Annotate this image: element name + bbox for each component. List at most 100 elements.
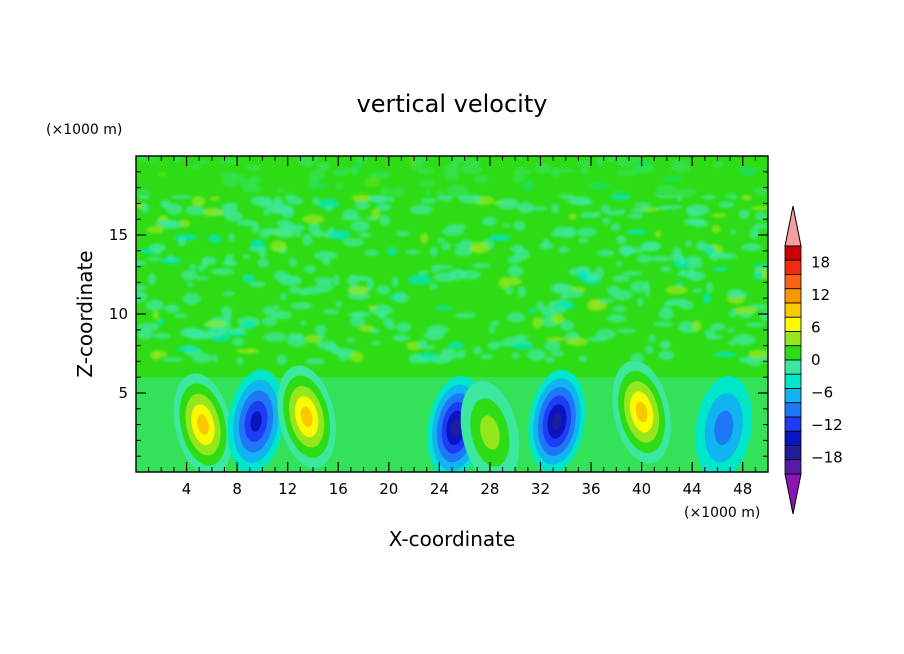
turbulence-patch: [692, 288, 703, 293]
convective-cell: [528, 369, 586, 472]
colorbar-tick-label: 18: [811, 253, 830, 271]
turbulence-patch: [173, 313, 189, 318]
turbulence-patch: [685, 204, 710, 216]
turbulence-patch: [643, 281, 650, 290]
turbulence-patch: [740, 243, 763, 252]
turbulence-patch: [430, 264, 441, 273]
turbulence-patch: [748, 349, 768, 359]
turbulence-patch: [487, 341, 500, 350]
turbulence-patch: [189, 263, 197, 271]
turbulence-patch: [727, 288, 744, 299]
turbulence-patch: [607, 314, 626, 323]
turbulence-patch: [538, 242, 554, 250]
x-axis-unit: (×1000 m): [684, 505, 760, 521]
turbulence-patch: [146, 257, 163, 262]
turbulence-patch: [730, 229, 737, 235]
colorbar-swatch: [784, 245, 802, 261]
y-axis-unit: (×1000 m): [46, 122, 122, 138]
turbulence-patch: [316, 340, 337, 350]
turbulence-patch: [610, 223, 621, 232]
turbulence-patch: [550, 350, 564, 357]
turbulence-patch: [683, 218, 706, 226]
colorbar-swatch: [784, 259, 802, 275]
turbulence-patch: [147, 273, 157, 285]
x-tick-label: 44: [683, 480, 702, 498]
turbulence-patch: [658, 350, 675, 361]
turbulence-patch: [288, 286, 303, 294]
turbulence-patch: [454, 312, 477, 319]
turbulence-patch: [302, 234, 313, 246]
x-tick-label: 20: [379, 480, 398, 498]
turbulence-patch: [368, 305, 378, 310]
turbulence-patch: [502, 277, 522, 286]
turbulence-patch: [490, 320, 501, 326]
colorbar-swatch: [784, 274, 802, 290]
x-axis-label: X-coordinate: [389, 527, 516, 551]
turbulence-patch: [644, 345, 654, 355]
turbulence-patch: [430, 246, 438, 257]
turbulence-patch: [505, 286, 513, 295]
turbulence-patch: [250, 196, 273, 206]
contour-level: [552, 412, 562, 431]
colorbar-tick-label: −6: [811, 384, 833, 402]
turbulence-patch: [706, 281, 714, 294]
turbulence-patch: [622, 270, 643, 276]
turbulence-patch: [136, 285, 148, 290]
y-tick-label: 5: [118, 384, 128, 402]
turbulence-patch: [446, 224, 467, 231]
x-tick-label: 12: [278, 480, 297, 498]
turbulence-patch: [665, 285, 688, 295]
y-tick-label: 10: [109, 305, 128, 323]
turbulence-patch: [229, 328, 237, 334]
turbulence-patch: [676, 270, 698, 278]
turbulence-patch: [473, 346, 482, 355]
turbulence-patch: [544, 341, 561, 352]
turbulence-patch: [377, 310, 387, 320]
turbulence-patch: [387, 246, 397, 256]
colorbar-swatch: [784, 359, 802, 375]
colorbar: 18 12 6 0 −6 −12 −18: [784, 205, 843, 515]
turbulence-patch: [420, 232, 429, 244]
colorbar-tick-label: −12: [811, 416, 843, 434]
turbulence-patch: [145, 299, 164, 312]
turbulence-patch: [577, 270, 589, 281]
turbulence-patch: [655, 205, 673, 211]
turbulence-patch: [616, 328, 637, 334]
turbulence-patch: [288, 257, 297, 267]
turbulence-patch: [210, 268, 235, 275]
turbulence-patch: [636, 254, 652, 263]
turbulence-patch: [469, 241, 490, 254]
turbulence-patch: [177, 237, 186, 247]
turbulence-patch: [498, 198, 520, 210]
x-tick-label: 48: [733, 480, 752, 498]
turbulence-patch: [488, 234, 511, 242]
turbulence-patch: [517, 286, 526, 298]
colorbar-over-arrow: [784, 205, 802, 247]
turbulence-patch: [586, 299, 602, 312]
turbulence-patch: [494, 341, 518, 347]
turbulence-patch: [191, 196, 206, 207]
turbulence-patch: [261, 228, 285, 235]
turbulence-patch: [272, 304, 280, 310]
turbulence-patch: [502, 223, 511, 228]
turbulence-patch: [752, 223, 768, 229]
turbulence-patch: [323, 308, 340, 315]
turbulence-patch: [386, 325, 397, 330]
turbulence-patch: [704, 329, 716, 337]
turbulence-patch: [136, 260, 147, 266]
turbulence-patch: [511, 342, 535, 350]
turbulence-patch: [713, 266, 728, 272]
turbulence-patch: [679, 269, 687, 276]
turbulence-patch: [312, 196, 320, 205]
turbulence-patch: [270, 240, 287, 252]
x-tick-label: 16: [329, 480, 348, 498]
turbulence-patch: [545, 337, 567, 342]
turbulence-patch: [547, 307, 567, 314]
turbulence-patch: [137, 329, 153, 340]
turbulence-patch: [532, 317, 543, 329]
x-tick-label: 32: [531, 480, 550, 498]
turbulence-patch: [371, 340, 382, 345]
turbulence-patch: [437, 238, 446, 243]
turbulence-patch: [430, 355, 452, 364]
turbulence-patch: [750, 206, 768, 211]
